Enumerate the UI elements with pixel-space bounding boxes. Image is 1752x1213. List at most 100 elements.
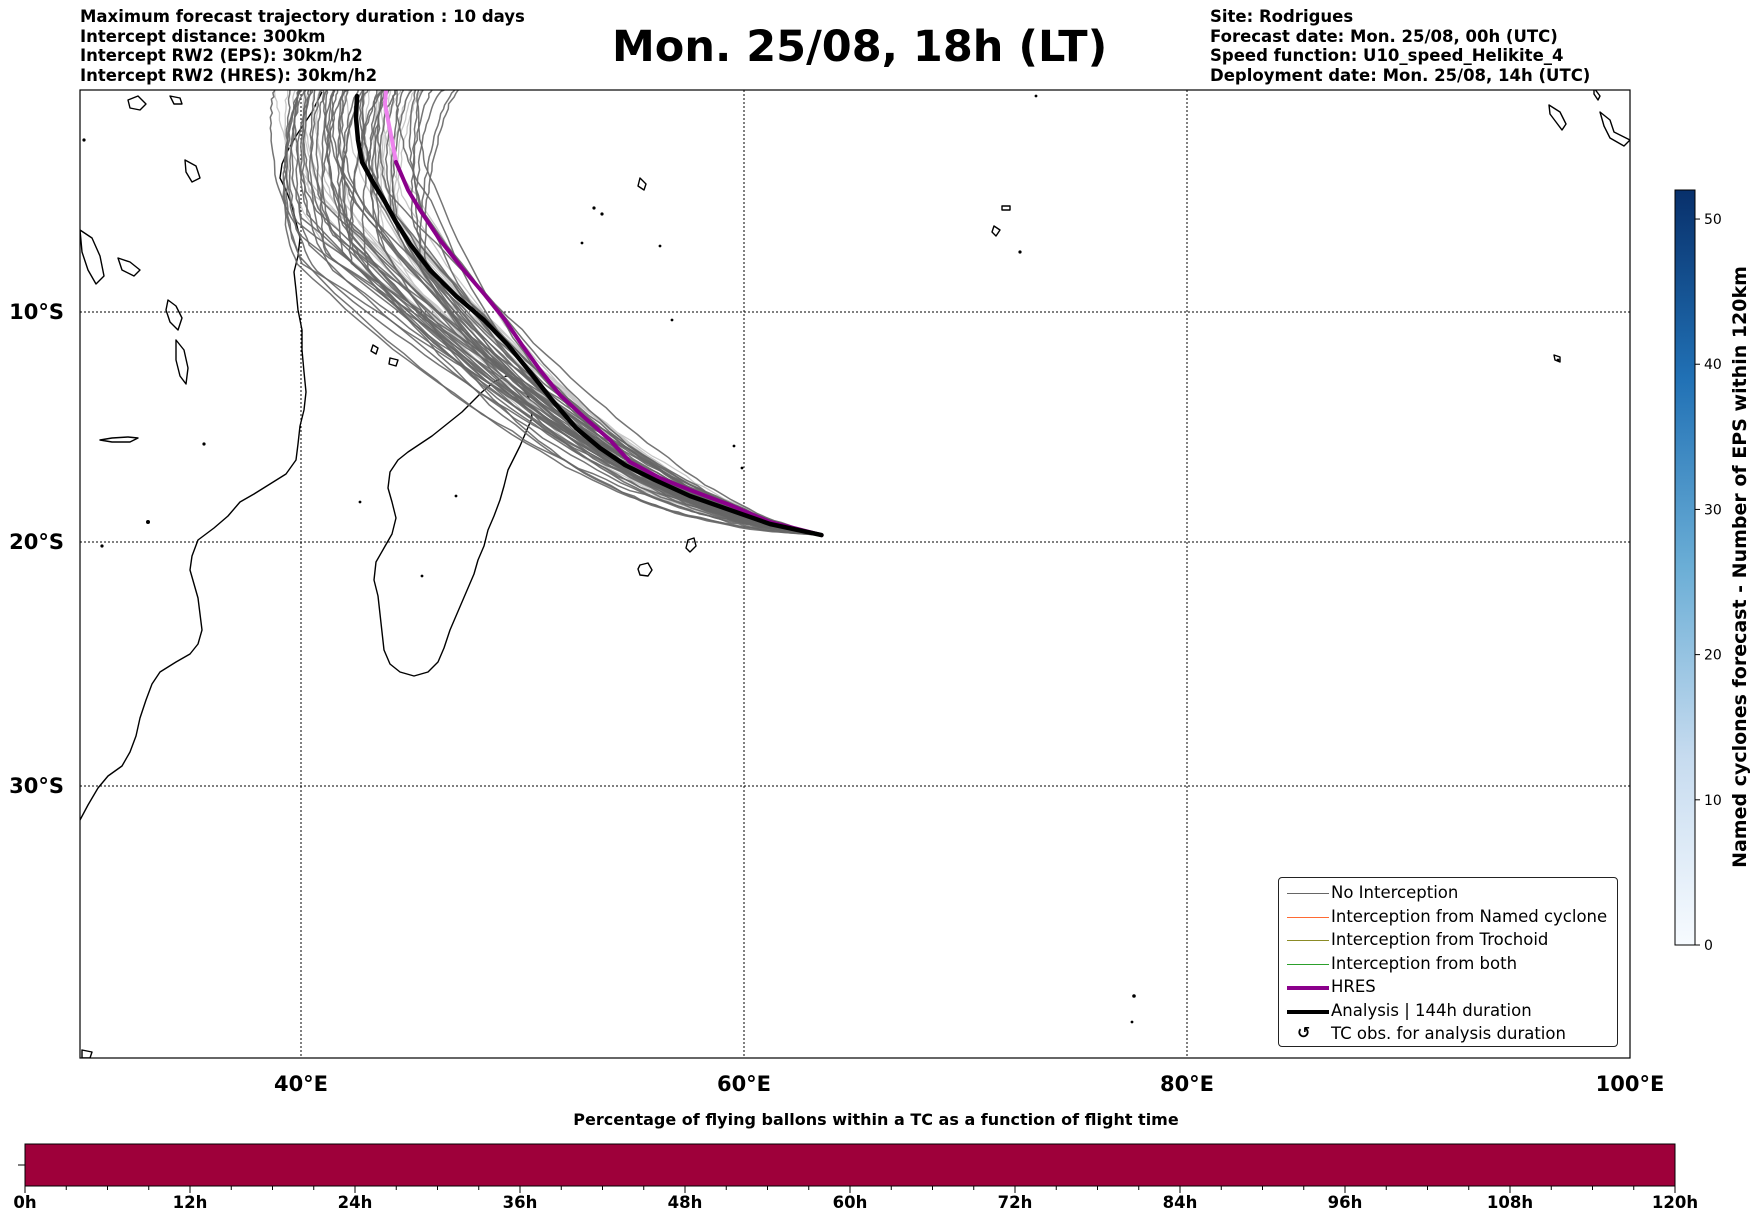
coral-island <box>99 436 139 443</box>
islet <box>420 574 424 578</box>
coastlines <box>80 90 1630 1058</box>
map-frame <box>79 89 1631 1059</box>
africa-coastline <box>80 91 323 821</box>
time-tick-label: 24h <box>338 1193 373 1212</box>
coral-island <box>1548 104 1567 131</box>
legend-swatch <box>1287 940 1329 941</box>
param-line: Maximum forecast trajectory duration : 1… <box>80 7 525 26</box>
seychelles-outline <box>165 299 183 331</box>
page-title: Mon. 25/08, 18h (LT) <box>612 22 1108 72</box>
time-tick-label: 72h <box>998 1193 1033 1212</box>
mauritius-island <box>685 537 697 553</box>
time-colorbar-fill <box>24 1143 1676 1187</box>
time-colorbar-title: Percentage of flying ballons within a TC… <box>573 1110 1179 1129</box>
colorbar-tick-label: 20 <box>1704 648 1722 664</box>
time-tick-label: 108h <box>1487 1193 1533 1212</box>
legend-item-trochoid: Interception from Trochoid <box>1279 929 1617 952</box>
time-tick-label: 84h <box>1163 1193 1198 1212</box>
coral-island <box>1001 205 1011 211</box>
legend-label: No Interception <box>1331 883 1459 902</box>
islet <box>732 444 736 448</box>
graticule <box>80 90 1630 1058</box>
islet <box>600 212 604 216</box>
islets <box>82 94 1560 1024</box>
analysis-trajectory <box>353 93 824 538</box>
main-trajectories <box>353 90 824 538</box>
islet <box>740 466 744 470</box>
hres-trajectory-early <box>382 90 398 164</box>
islet <box>146 520 150 524</box>
time-tick-label: 120h <box>1652 1193 1698 1212</box>
coral-island <box>127 95 147 111</box>
coral-island <box>637 177 647 191</box>
colorbar-tick-label: 40 <box>1704 357 1722 373</box>
param-line: Intercept RW2 (EPS): 30km/h2 <box>80 46 363 65</box>
colorbar-tick-label: 10 <box>1704 793 1722 809</box>
legend-label: Interception from both <box>1331 953 1518 973</box>
coral-island <box>81 1049 93 1058</box>
site-line: Site: Rodrigues <box>1210 7 1354 26</box>
islet <box>580 241 584 245</box>
legend-label: HRES <box>1331 977 1376 996</box>
time-tick-label: 12h <box>173 1193 208 1212</box>
small-island-arc <box>175 339 189 385</box>
colorbar-tick-label: 30 <box>1704 502 1722 518</box>
reunion-island <box>637 562 653 577</box>
eps-trajectory <box>375 90 822 536</box>
islet <box>1132 994 1136 998</box>
zanzibar-island <box>117 257 141 277</box>
legend-item-both: Interception from both <box>1279 953 1617 976</box>
time-tick-label: 96h <box>1328 1193 1363 1212</box>
lon-tick-labels: 40°E 60°E 80°E 100°E <box>274 1072 1664 1096</box>
eps-trajectory <box>283 90 822 536</box>
coral-island <box>1553 354 1561 363</box>
eps-trajectory <box>315 90 822 536</box>
eps-trajectory <box>361 90 822 536</box>
islet <box>658 244 662 248</box>
lat-tick: 20°S <box>9 530 64 554</box>
islet <box>358 500 362 504</box>
coral-island <box>1593 90 1601 101</box>
site-line: Forecast date: Mon. 25/08, 00h (UTC) <box>1210 26 1558 46</box>
islet <box>1018 250 1022 254</box>
comoros-island <box>388 357 399 367</box>
legend-item-analysis: Analysis | 144h duration <box>1279 1000 1617 1023</box>
madagascar-coastline <box>373 375 533 677</box>
legend-swatch <box>1287 986 1329 990</box>
coral-island <box>184 159 201 183</box>
cyclone-symbol-icon: ↺ <box>1297 1023 1311 1042</box>
comoros-island <box>370 344 379 355</box>
param-line: Intercept RW2 (HRES): 30km/h2 <box>80 65 378 85</box>
legend-item-hres: HRES <box>1279 976 1617 999</box>
legend-swatch <box>1287 1009 1329 1014</box>
islet <box>202 442 206 446</box>
colorbar-gradient <box>1674 189 1696 946</box>
legend-item-named-cyclone: Interception from Named cyclone <box>1279 906 1617 929</box>
legend-item-no-interception: No Interception <box>1279 882 1617 905</box>
site-info: Site: Rodrigues Forecast date: Mon. 25/0… <box>1210 7 1590 85</box>
eps-trajectory <box>391 90 822 536</box>
hres-trajectory <box>394 160 824 538</box>
colorbar-tick-label: 0 <box>1704 938 1713 954</box>
legend: No Interception Interception from Named … <box>1278 877 1618 1047</box>
islet <box>670 318 674 322</box>
islet <box>82 138 86 142</box>
islet <box>1130 1020 1134 1024</box>
islet <box>454 494 458 498</box>
lon-tick: 80°E <box>1160 1072 1214 1096</box>
faint-trajectory <box>301 90 822 536</box>
legend-label: TC obs. for analysis duration <box>1331 1024 1566 1043</box>
time-colorbar: 0h 12h 24h 36h 48h 60h 72h 84h 96h 108h 120h <box>13 1143 1698 1212</box>
legend-swatch <box>1287 963 1329 965</box>
islet <box>1556 358 1560 362</box>
site-line: Speed function: U10_speed_Helikite_4 <box>1210 46 1564 65</box>
pemba-island <box>80 229 105 285</box>
islet <box>1034 94 1038 98</box>
time-tick-label: 0h <box>13 1193 36 1212</box>
time-tick-label: 36h <box>503 1193 538 1212</box>
coral-island <box>991 225 1001 237</box>
islet <box>592 206 596 210</box>
legend-item-tc-obs: ↺ TC obs. for analysis duration <box>1279 1023 1617 1046</box>
legend-label: Analysis | 144h duration <box>1331 1000 1532 1020</box>
